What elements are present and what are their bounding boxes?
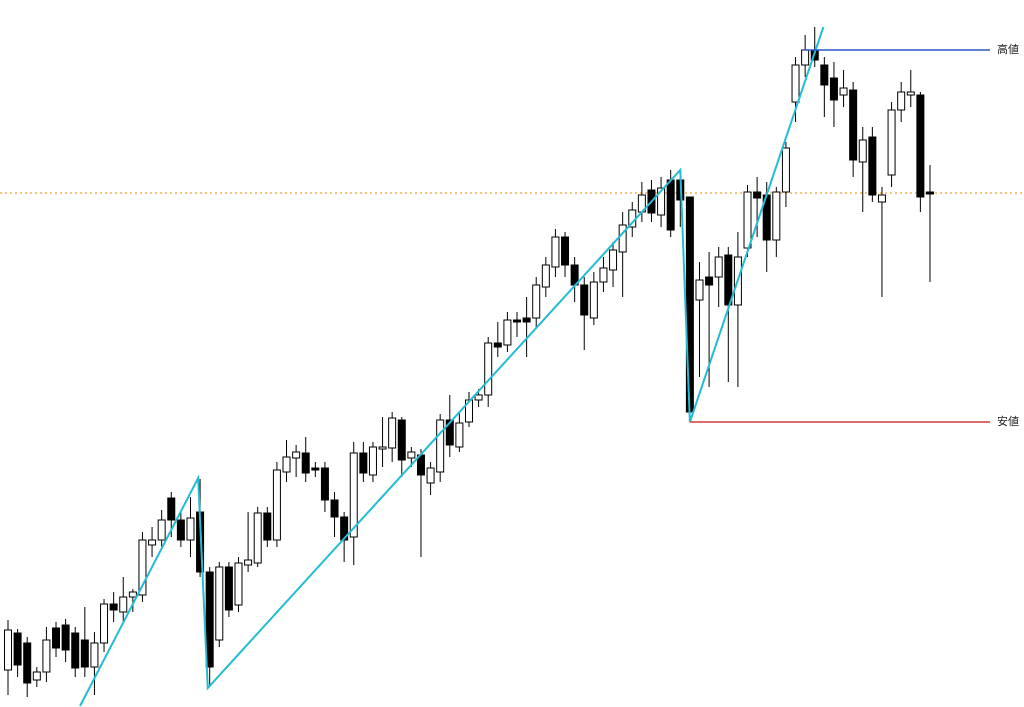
- candle-body: [541, 264, 550, 288]
- candle-body: [52, 627, 61, 649]
- candle-body: [906, 91, 915, 96]
- candle-body: [887, 109, 896, 176]
- candle-body: [474, 394, 483, 401]
- candle-body: [176, 519, 185, 541]
- candle-body: [80, 639, 89, 668]
- candle-body: [340, 516, 349, 541]
- candle-body: [272, 469, 281, 541]
- candle-body: [925, 191, 934, 195]
- candle-body: [464, 399, 473, 423]
- candle-body: [753, 191, 762, 199]
- candle-body: [445, 419, 454, 446]
- candle-body: [589, 281, 598, 319]
- candle-body: [282, 456, 291, 473]
- candle-body: [90, 642, 99, 668]
- candle-body: [42, 639, 51, 673]
- candle-body: [13, 632, 22, 666]
- candle-body: [436, 419, 445, 473]
- candle-body: [388, 417, 397, 449]
- candle-body: [781, 147, 790, 193]
- candle-body: [705, 276, 714, 286]
- candle-body: [714, 256, 723, 278]
- candle-body: [791, 64, 800, 103]
- candle-body: [4, 629, 12, 671]
- candle-body: [71, 632, 80, 669]
- candle-body: [157, 519, 166, 541]
- candle-body: [877, 194, 886, 203]
- candle-body: [657, 187, 666, 216]
- candle-body: [311, 467, 320, 471]
- candle-body: [32, 671, 41, 681]
- candle-body: [561, 236, 570, 266]
- zigzag-line: [79, 26, 825, 707]
- candle-body: [61, 624, 70, 651]
- candle-body: [666, 179, 675, 231]
- candle-body: [609, 249, 618, 271]
- candle-body: [503, 319, 512, 346]
- candle-body: [186, 517, 195, 541]
- candle-body: [522, 317, 531, 323]
- candle-body: [839, 87, 848, 96]
- candle-body: [330, 499, 339, 518]
- candle-body: [109, 603, 118, 611]
- candle-body: [292, 451, 301, 459]
- candle-body: [858, 139, 867, 163]
- candle-body: [829, 77, 838, 101]
- candle-body: [695, 279, 704, 301]
- candle-body: [551, 236, 560, 268]
- candle-body: [897, 91, 906, 111]
- level-label: 安値: [997, 414, 1019, 428]
- level-label: 高値: [997, 42, 1019, 56]
- candle-body: [263, 512, 272, 541]
- candle-body: [368, 446, 377, 476]
- candle-body: [484, 342, 493, 396]
- candle-body: [205, 571, 214, 668]
- candle-body: [100, 603, 109, 644]
- candle-body: [215, 566, 224, 641]
- candle-body: [580, 284, 589, 316]
- candle-body: [743, 191, 752, 249]
- candle-body: [493, 342, 502, 348]
- candle-body: [138, 539, 147, 596]
- candle-body: [407, 451, 416, 459]
- candle-body: [349, 452, 358, 538]
- candle-body: [618, 224, 627, 253]
- candle-body: [378, 446, 387, 450]
- candle-body: [253, 512, 262, 564]
- candle-body: [167, 497, 176, 521]
- candle-body: [868, 136, 877, 196]
- candle-body: [320, 467, 329, 501]
- candle-body: [224, 566, 233, 611]
- candle-body: [301, 452, 310, 474]
- candle-body: [397, 419, 406, 461]
- candle-body: [724, 254, 733, 306]
- candle-body: [119, 596, 128, 613]
- candle-body: [599, 267, 608, 283]
- candle-body: [772, 191, 781, 241]
- candle-body: [916, 94, 925, 198]
- candle-body: [455, 422, 464, 448]
- candle-body: [801, 49, 810, 66]
- candle-body: [244, 559, 253, 566]
- candle-body: [23, 642, 32, 684]
- candle-body: [513, 319, 522, 323]
- candle-body: [849, 89, 858, 161]
- candle-body: [532, 284, 541, 319]
- candle-body: [234, 562, 243, 606]
- candle-body: [426, 467, 435, 484]
- candle-body: [128, 591, 137, 598]
- candle-body: [148, 539, 157, 546]
- candle-body: [820, 64, 829, 86]
- candle-body: [359, 452, 368, 474]
